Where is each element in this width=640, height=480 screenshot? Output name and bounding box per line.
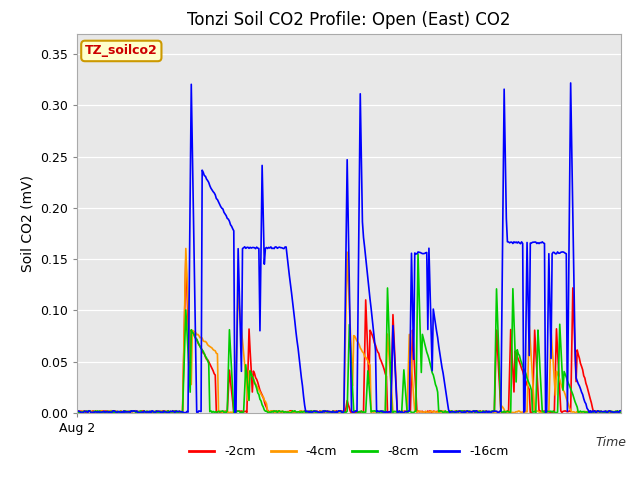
-4cm (73, 408, 81, 414)
-4cm (521, 409, 529, 415)
Text: Time: Time (595, 435, 626, 448)
-4cm (369, 408, 376, 414)
-16cm (332, 408, 340, 414)
-16cm (398, 408, 406, 414)
-2cm (73, 409, 81, 415)
Y-axis label: Soil CO2 (mV): Soil CO2 (mV) (20, 175, 34, 272)
-2cm (606, 409, 614, 415)
-8cm (332, 409, 339, 415)
-2cm (336, 408, 344, 414)
-2cm (182, 256, 189, 262)
-2cm (538, 410, 545, 416)
-4cm (182, 246, 189, 252)
-2cm (520, 372, 527, 378)
-16cm (152, 410, 159, 416)
-2cm (369, 332, 376, 338)
-8cm (73, 409, 81, 415)
Title: Tonzi Soil CO2 Profile: Open (East) CO2: Tonzi Soil CO2 Profile: Open (East) CO2 (187, 11, 511, 29)
-2cm (332, 408, 340, 414)
Line: -16cm: -16cm (77, 83, 621, 413)
-16cm (520, 409, 527, 415)
-4cm (332, 409, 340, 415)
-8cm (335, 408, 342, 414)
-8cm (414, 251, 422, 257)
-16cm (73, 409, 81, 415)
Line: -8cm: -8cm (77, 254, 621, 413)
-8cm (520, 366, 527, 372)
-2cm (398, 408, 406, 414)
-16cm (617, 408, 625, 414)
-16cm (606, 408, 614, 414)
-8cm (397, 410, 404, 416)
-8cm (606, 408, 614, 414)
-16cm (336, 408, 344, 414)
-8cm (532, 410, 540, 416)
-8cm (617, 409, 625, 415)
-8cm (367, 409, 375, 415)
Legend: -2cm, -4cm, -8cm, -16cm: -2cm, -4cm, -8cm, -16cm (184, 441, 513, 463)
Text: TZ_soilco2: TZ_soilco2 (85, 45, 157, 58)
Line: -2cm: -2cm (77, 259, 621, 413)
-4cm (398, 408, 406, 414)
-4cm (606, 408, 614, 414)
Line: -4cm: -4cm (77, 249, 621, 413)
-16cm (567, 80, 575, 86)
-4cm (423, 410, 431, 416)
-2cm (617, 408, 625, 414)
-4cm (336, 409, 344, 415)
-16cm (369, 316, 376, 322)
-4cm (617, 409, 625, 415)
